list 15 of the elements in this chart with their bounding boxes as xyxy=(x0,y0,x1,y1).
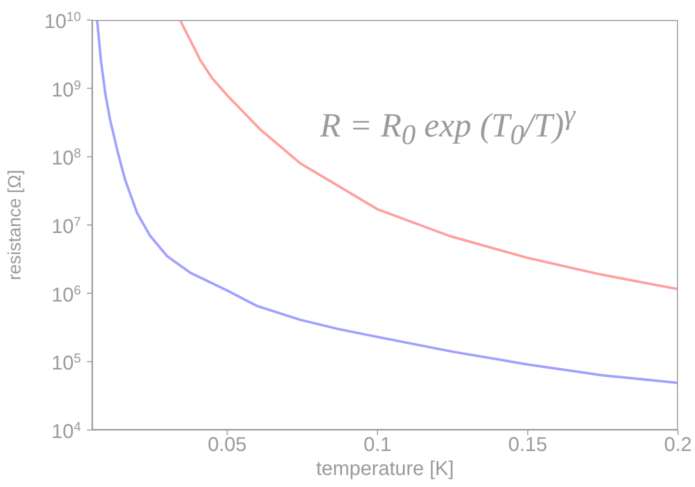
y-tick-label: 10$^{8}$ xyxy=(52,145,81,170)
y-tick-label: 10$^{6}$ xyxy=(52,282,81,306)
x-tick-label: 0.15 xyxy=(508,434,548,456)
y-tick-label: 10$^{7}$ xyxy=(52,214,81,238)
annotation: R = R$_{0}$ exp (T$_{0}$/T)$^{γ}$ xyxy=(320,100,576,152)
y-axis-title: resistance [Ω] xyxy=(4,170,24,280)
y-tick-label: 10$^{10}$ xyxy=(44,8,81,33)
y-tick-label: 10$^{5}$ xyxy=(52,350,81,375)
y-tick-label: 10$^{9}$ xyxy=(52,76,81,102)
x-axis-title: temperature [K] xyxy=(316,458,454,480)
line-series xyxy=(178,20,678,290)
x-tick-label: 0.05 xyxy=(208,434,247,456)
x-tick-label: 0.2 xyxy=(664,434,692,456)
y-tick-label: 10$^{4}$ xyxy=(52,418,81,443)
x-tick-label: 0.1 xyxy=(364,434,392,456)
